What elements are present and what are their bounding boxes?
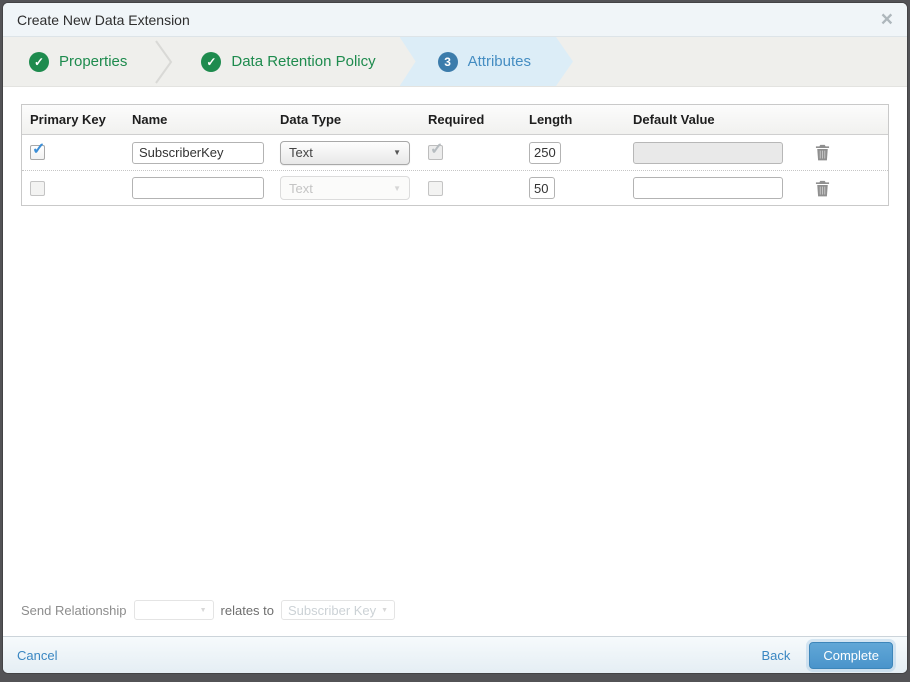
caret-down-icon: ▼ (381, 606, 389, 614)
footer-right-group: Back Complete (761, 641, 893, 669)
data-type-select: Text ▼ (280, 176, 410, 200)
table-header-row: Primary Key Name Data Type Required Leng… (22, 105, 888, 135)
header-default-value: Default Value (633, 112, 715, 127)
relates-to-target-value: Subscriber Key (288, 602, 377, 618)
wizard-step-label: Attributes (467, 53, 531, 70)
check-circle-icon: ✓ (29, 51, 49, 72)
dialog-footer: Cancel Back Complete (3, 636, 907, 673)
name-input[interactable] (132, 141, 264, 164)
primary-key-checkbox[interactable]: ✓ (30, 141, 45, 160)
trash-icon[interactable] (815, 180, 830, 197)
wizard-step-label: Data Retention Policy (231, 53, 376, 70)
step-number-badge: 3 (438, 52, 458, 72)
header-primary-key: Primary Key (30, 112, 106, 127)
send-relationship-row: Send Relationship ▼ relates to Subscribe… (21, 600, 889, 626)
name-input[interactable] (132, 177, 264, 199)
dialog-title: Create New Data Extension (17, 11, 190, 28)
table-row: Text ▼ (22, 170, 888, 205)
wizard-step-attributes[interactable]: 3 Attributes (400, 37, 573, 86)
checkmark-icon: ✓ (430, 141, 444, 158)
primary-key-checkbox[interactable] (30, 180, 45, 196)
length-input[interactable] (529, 141, 561, 164)
data-type-value: Text (289, 145, 313, 160)
wizard-step-data-retention-policy[interactable]: ✓ Data Retention Policy (175, 37, 401, 86)
data-type-value: Text (289, 180, 313, 196)
send-relationship-label: Send Relationship (21, 602, 127, 618)
close-icon[interactable]: × (880, 8, 893, 31)
default-value-input (633, 141, 783, 164)
trash-icon[interactable] (815, 144, 830, 161)
wizard-steps-bar: ✓ Properties ✓ Data Retention Policy 3 A… (3, 37, 907, 87)
header-required: Required (428, 112, 485, 127)
caret-down-icon: ▼ (393, 183, 401, 193)
header-length: Length (529, 112, 573, 127)
dialog-content: Primary Key Name Data Type Required Leng… (3, 87, 907, 636)
header-data-type: Data Type (280, 112, 342, 127)
relates-to-target-select: Subscriber Key ▼ (281, 600, 396, 620)
required-checkbox: ✓ (428, 141, 443, 160)
caret-down-icon: ▼ (199, 606, 207, 614)
send-relationship-field-select: ▼ (133, 600, 214, 620)
wizard-step-label: Properties (59, 53, 128, 70)
dialog-titlebar: Create New Data Extension × (3, 3, 907, 37)
check-circle-icon: ✓ (201, 51, 222, 72)
data-type-select[interactable]: Text ▼ (280, 140, 410, 165)
cancel-button[interactable]: Cancel (17, 647, 58, 663)
relates-to-label: relates to (220, 602, 275, 618)
header-name: Name (132, 112, 168, 127)
length-input[interactable] (529, 177, 555, 199)
default-value-input[interactable] (633, 177, 783, 199)
checkmark-icon: ✓ (32, 141, 46, 158)
required-checkbox[interactable] (428, 180, 443, 196)
caret-down-icon: ▼ (393, 148, 401, 157)
attributes-table: Primary Key Name Data Type Required Leng… (21, 104, 889, 206)
chevron-separator-icon (153, 37, 175, 86)
complete-button[interactable]: Complete (809, 641, 893, 669)
back-button[interactable]: Back (761, 647, 791, 663)
wizard-step-properties[interactable]: ✓ Properties (3, 37, 153, 86)
table-row: ✓ Text ▼ ✓ (22, 135, 888, 170)
